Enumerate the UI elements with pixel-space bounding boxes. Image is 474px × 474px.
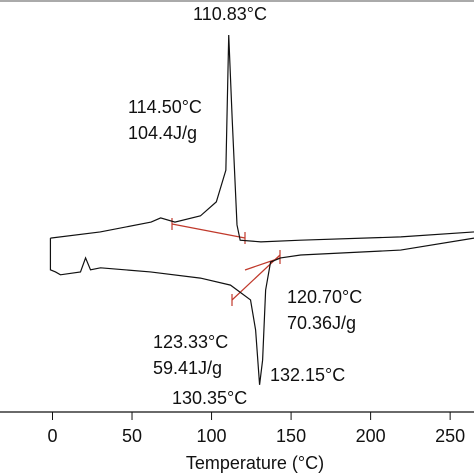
annotation: 110.83°C (193, 4, 267, 24)
baseline (171, 223, 246, 239)
x-tick-label: 50 (122, 426, 142, 446)
x-tick-label: 100 (197, 426, 227, 446)
annotation: 130.35°C (172, 388, 247, 408)
annotation: 123.33°C (153, 332, 228, 352)
x-tick-label: 250 (435, 426, 465, 446)
x-tick-label: 150 (276, 426, 306, 446)
annotation: 120.70°C (287, 287, 362, 307)
annotation: 104.4J/g (128, 123, 197, 143)
annotation: 70.36J/g (287, 313, 356, 333)
curve (50, 34, 474, 243)
annotation: 59.41J/g (153, 358, 222, 378)
x-axis-label: Temperature (°C) (186, 453, 324, 473)
x-tick-label: 200 (356, 426, 386, 446)
curve (49, 237, 474, 385)
annotation: 114.50°C (128, 97, 202, 117)
annotation: 132.15°C (270, 365, 345, 385)
baselines (171, 218, 281, 306)
x-tick-label: 0 (47, 426, 57, 446)
